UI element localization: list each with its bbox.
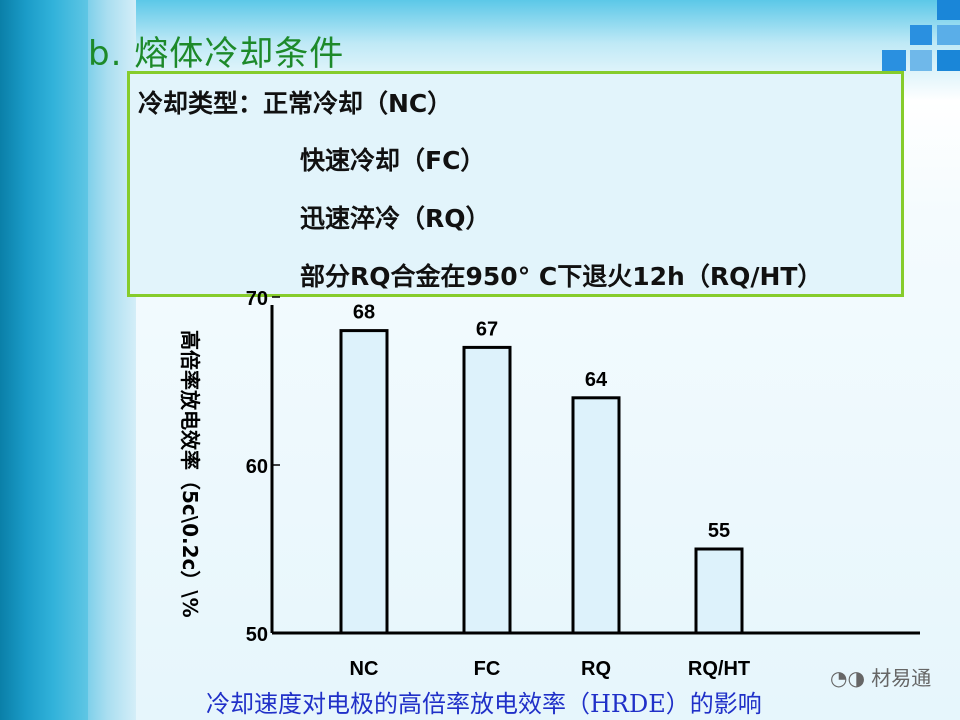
bar-rq-ht — [694, 547, 744, 635]
decor-square — [910, 50, 932, 71]
data-label: 67 — [476, 318, 498, 340]
box-line: 冷却类型：正常冷却（NC） — [138, 89, 453, 118]
data-label: 68 — [353, 302, 375, 324]
decorative-left-band — [0, 0, 88, 720]
bar-nc — [339, 329, 389, 635]
decor-square — [882, 50, 906, 71]
x-tick-label: RQ — [581, 658, 611, 680]
wechat-icon: ◔◑ — [830, 666, 872, 690]
cooling-types-box — [127, 71, 904, 297]
x-tick-label: RQ/HT — [688, 658, 750, 680]
y-tick-label: 50 — [246, 624, 268, 646]
y-axis-label: 高倍率放电效率（5c\0.2c）\% — [178, 330, 202, 618]
slide-title: b. 熔体冷却条件 — [88, 34, 345, 74]
watermark-text: 材易通 — [871, 666, 932, 690]
y-tick-label: 60 — [246, 456, 268, 478]
x-tick-label: NC — [350, 658, 379, 680]
decor-square — [937, 0, 960, 20]
bar-rq — [571, 396, 621, 635]
decor-square — [937, 25, 960, 45]
watermark: ◔◑ 材易通 — [830, 662, 931, 691]
box-line: 迅速淬冷（RQ） — [300, 204, 491, 233]
box-line: 快速冷却（FC） — [300, 146, 486, 175]
bar-fc — [462, 345, 512, 635]
decor-square — [910, 25, 932, 45]
data-label: 55 — [708, 520, 730, 542]
decor-square — [937, 50, 960, 71]
box-line: 部分RQ合金在950° C下退火12h（RQ/HT） — [300, 262, 823, 291]
y-tick-label: 70 — [246, 288, 268, 310]
chart-caption: 冷却速度对电极的高倍率放电效率（HRDE）的影响 — [206, 690, 762, 718]
data-label: 64 — [585, 369, 608, 391]
x-tick-label: FC — [474, 658, 501, 680]
